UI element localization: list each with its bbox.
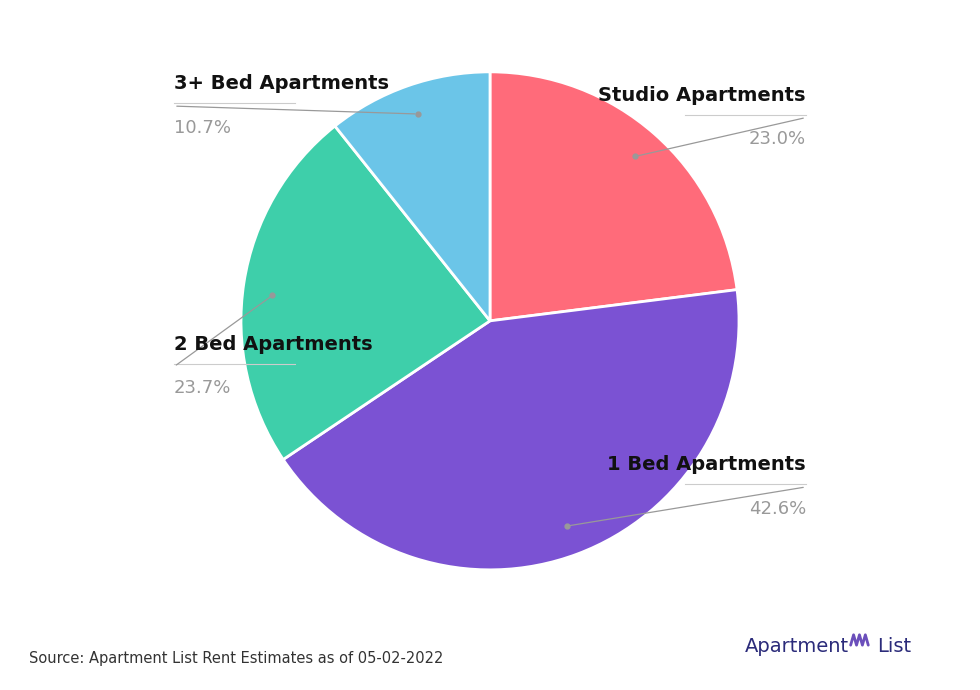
Text: 3+ Bed Apartments: 3+ Bed Apartments	[174, 75, 389, 93]
Text: 42.6%: 42.6%	[749, 500, 806, 518]
Wedge shape	[490, 72, 737, 321]
Text: 23.7%: 23.7%	[174, 380, 231, 397]
Wedge shape	[335, 72, 490, 321]
Wedge shape	[241, 126, 490, 460]
Wedge shape	[283, 290, 739, 570]
Text: 10.7%: 10.7%	[174, 119, 231, 137]
Text: 1 Bed Apartments: 1 Bed Apartments	[608, 455, 806, 474]
Text: List: List	[877, 636, 911, 656]
Text: Apartment: Apartment	[745, 636, 849, 656]
Text: Studio Apartments: Studio Apartments	[599, 86, 806, 105]
Text: Source: Apartment List Rent Estimates as of 05-02-2022: Source: Apartment List Rent Estimates as…	[29, 651, 444, 666]
Text: 23.0%: 23.0%	[749, 130, 806, 148]
Text: 2 Bed Apartments: 2 Bed Apartments	[174, 335, 372, 354]
